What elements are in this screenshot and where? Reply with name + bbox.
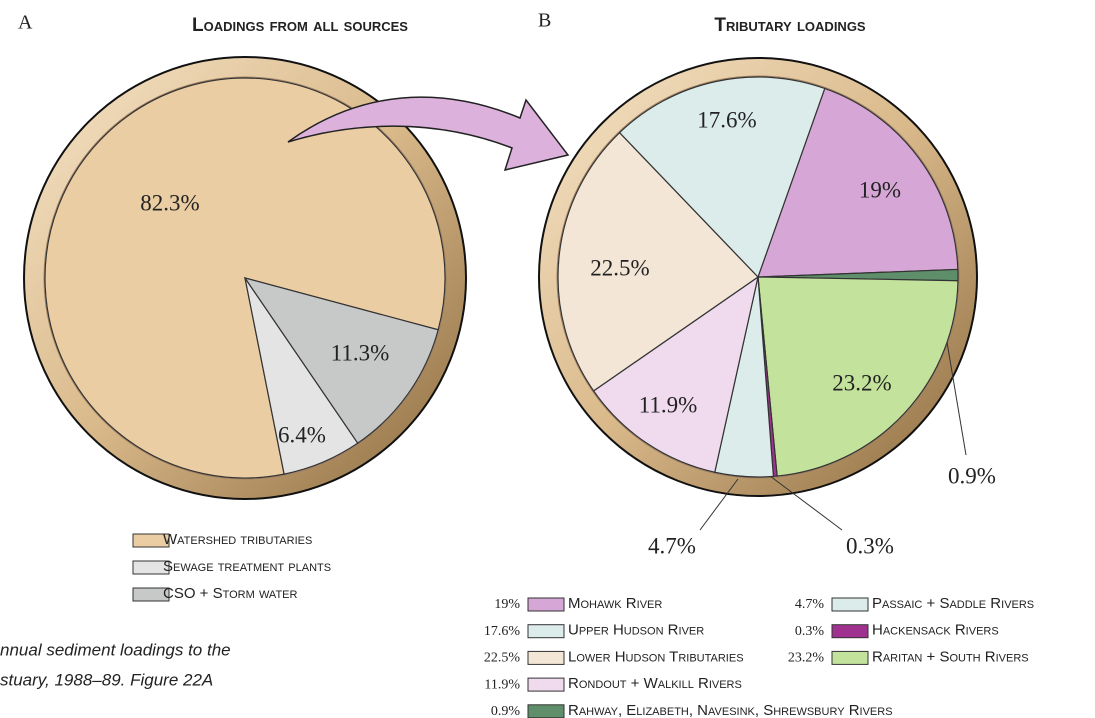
legend-label: Watershed tributaries bbox=[163, 531, 312, 548]
legend-swatch bbox=[527, 597, 565, 612]
leader-line bbox=[769, 475, 843, 531]
pie-slice bbox=[618, 76, 826, 279]
legend-swatch bbox=[527, 624, 565, 639]
slice-label: 22.5% bbox=[590, 255, 649, 280]
legend-swatch bbox=[132, 533, 170, 548]
chart-title: Loadings from all sources bbox=[192, 15, 408, 36]
panel-letter: B bbox=[538, 10, 551, 32]
pie-slice bbox=[243, 277, 439, 445]
legend-value: 17.6% bbox=[484, 624, 521, 639]
legend-value: 23.2% bbox=[788, 651, 825, 666]
legend-swatch bbox=[527, 704, 565, 718]
slice-label: 11.9% bbox=[639, 392, 698, 417]
chart-title: Tributary loadings bbox=[714, 15, 866, 36]
slice-label: 82.3% bbox=[140, 190, 199, 215]
legend-swatch bbox=[132, 560, 170, 575]
legend-label: Passaic + Saddle Rivers bbox=[872, 595, 1034, 612]
legend-swatch bbox=[831, 597, 869, 612]
pie-slice bbox=[592, 275, 759, 473]
legend-label: Rondout + Walkill Rivers bbox=[568, 675, 742, 692]
arrow bbox=[287, 96, 570, 172]
slice-label: 11.3% bbox=[331, 340, 390, 365]
legend-value: 0.9% bbox=[491, 704, 521, 718]
legend-swatch bbox=[527, 650, 565, 665]
slice-label: 4.7% bbox=[648, 533, 696, 558]
panel-letter: A bbox=[18, 12, 33, 34]
legend-label: CSO + Storm water bbox=[163, 585, 298, 602]
legend-value: 4.7% bbox=[795, 597, 825, 612]
legend-label: Rahway, Elizabeth, Navesink, Shrewsbury … bbox=[568, 702, 893, 718]
leader-line bbox=[699, 478, 739, 531]
slice-label: 0.3% bbox=[846, 533, 894, 558]
legend-swatch bbox=[831, 650, 869, 665]
legend-value: 0.3% bbox=[795, 624, 825, 639]
legend-swatch bbox=[831, 624, 869, 639]
legend-label: Upper Hudson River bbox=[568, 622, 704, 639]
legend-value: 22.5% bbox=[484, 651, 521, 666]
legend-label: Lower Hudson Tributaries bbox=[568, 648, 744, 665]
pie-slice bbox=[757, 276, 959, 477]
slice-label: 6.4% bbox=[278, 422, 326, 447]
pie-slice bbox=[557, 131, 759, 392]
pie-slice bbox=[757, 87, 959, 278]
slice-label: 19% bbox=[859, 177, 901, 202]
legend-value: 11.9% bbox=[484, 677, 520, 692]
slice-label: 23.2% bbox=[832, 370, 891, 395]
legend-label: Raritan + South Rivers bbox=[872, 648, 1029, 665]
legend-value: 19% bbox=[494, 597, 520, 612]
charts: A Loadings from all sources 82.3% Watershed… bbox=[18, 10, 1034, 718]
caption-line: nnual sediment loadings to the bbox=[0, 640, 231, 659]
legend-label: Sewage treatment plants bbox=[163, 558, 331, 575]
slice-label: 17.6% bbox=[697, 107, 756, 132]
slice-label: 0.9% bbox=[948, 463, 996, 488]
legend-swatch bbox=[132, 587, 170, 602]
legend-label: Mohawk River bbox=[568, 595, 662, 612]
caption-line: stuary, 1988–89. Figure 22A bbox=[0, 670, 213, 689]
legend-swatch bbox=[527, 677, 565, 692]
legend-label: Hackensack Rivers bbox=[872, 622, 999, 639]
